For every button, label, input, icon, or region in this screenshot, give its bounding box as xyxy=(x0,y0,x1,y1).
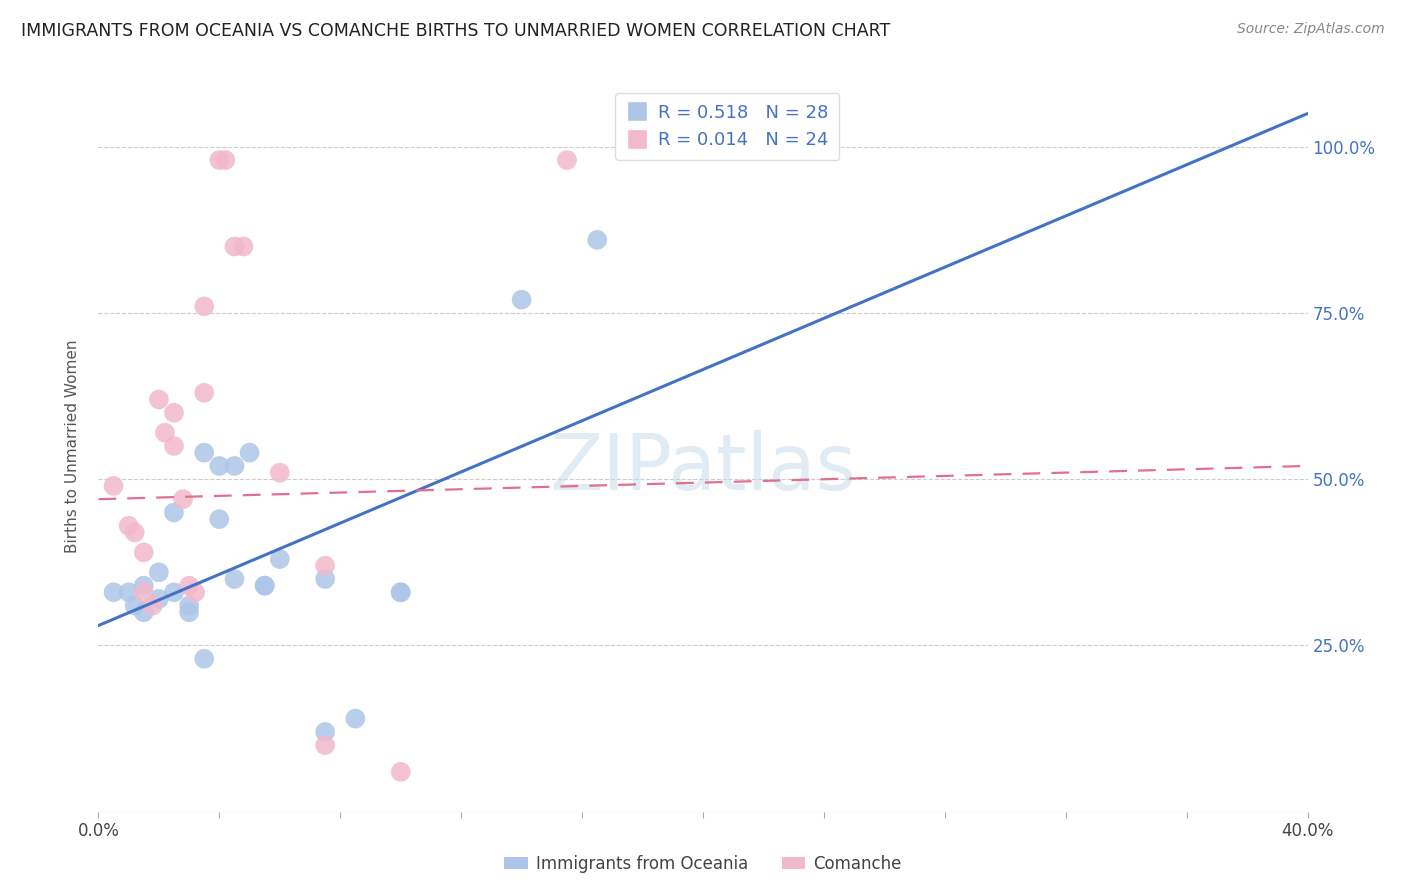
Point xyxy=(124,525,146,540)
Point xyxy=(179,579,201,593)
Point xyxy=(163,506,186,520)
Point xyxy=(124,599,146,613)
Point xyxy=(208,512,231,526)
Point xyxy=(314,738,336,752)
Point xyxy=(314,558,336,573)
Point xyxy=(148,392,170,407)
Point xyxy=(232,239,254,253)
Text: IMMIGRANTS FROM OCEANIA VS COMANCHE BIRTHS TO UNMARRIED WOMEN CORRELATION CHART: IMMIGRANTS FROM OCEANIA VS COMANCHE BIRT… xyxy=(21,22,890,40)
Point xyxy=(193,445,215,459)
Point xyxy=(193,652,215,666)
Point xyxy=(224,239,246,253)
Point xyxy=(208,458,231,473)
Point xyxy=(172,492,194,507)
Point xyxy=(142,599,165,613)
Point xyxy=(510,293,533,307)
Point xyxy=(179,605,201,619)
Point xyxy=(132,585,155,599)
Point xyxy=(163,585,186,599)
Point xyxy=(148,566,170,580)
Point xyxy=(103,479,125,493)
Point xyxy=(239,445,262,459)
Point xyxy=(132,605,155,619)
Legend: R = 0.518   N = 28, R = 0.014   N = 24: R = 0.518 N = 28, R = 0.014 N = 24 xyxy=(614,93,839,160)
Point xyxy=(555,153,578,167)
Point xyxy=(314,725,336,739)
Point xyxy=(163,406,186,420)
Point xyxy=(118,585,141,599)
Point xyxy=(118,518,141,533)
Point xyxy=(193,385,215,400)
Point xyxy=(214,153,236,167)
Text: Source: ZipAtlas.com: Source: ZipAtlas.com xyxy=(1237,22,1385,37)
Point xyxy=(314,572,336,586)
Point xyxy=(253,579,276,593)
Point xyxy=(224,572,246,586)
Point xyxy=(193,299,215,313)
Point xyxy=(269,552,291,566)
Point xyxy=(389,585,412,599)
Point xyxy=(132,579,155,593)
Point xyxy=(586,233,609,247)
Y-axis label: Births to Unmarried Women: Births to Unmarried Women xyxy=(65,339,80,553)
Point xyxy=(163,439,186,453)
Point xyxy=(389,585,412,599)
Point xyxy=(224,458,246,473)
Point xyxy=(132,545,155,559)
Point xyxy=(179,599,201,613)
Legend: Immigrants from Oceania, Comanche: Immigrants from Oceania, Comanche xyxy=(498,848,908,880)
Point xyxy=(253,579,276,593)
Point xyxy=(389,764,412,779)
Text: ZIPatlas: ZIPatlas xyxy=(550,430,856,506)
Point xyxy=(184,585,207,599)
Point xyxy=(148,591,170,606)
Point xyxy=(153,425,176,440)
Point xyxy=(208,153,231,167)
Point xyxy=(344,712,367,726)
Point xyxy=(269,466,291,480)
Point xyxy=(103,585,125,599)
